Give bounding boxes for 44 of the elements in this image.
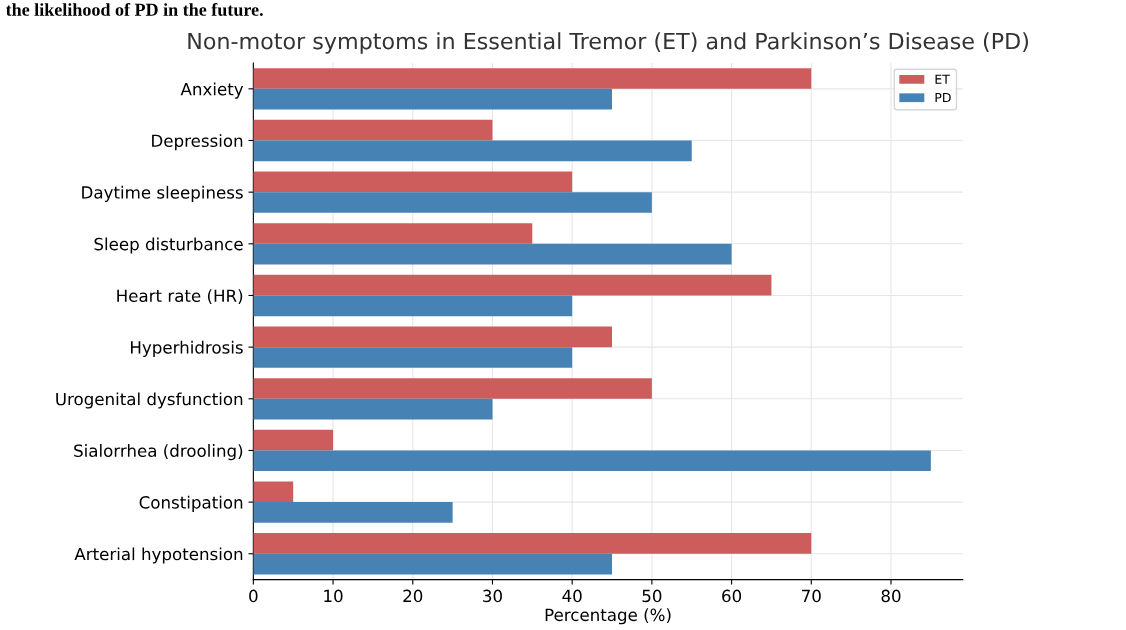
y-tick-label: Daytime sleepiness	[82, 185, 243, 202]
bar	[253, 481, 294, 503]
bar	[253, 243, 732, 265]
x-tick-label: 40	[562, 589, 582, 603]
text: the likelihood of PD in the future.	[5, 2, 263, 16]
x-tick-label: 20	[403, 589, 423, 603]
bar	[253, 223, 533, 244]
bar	[253, 326, 613, 348]
bar	[253, 553, 613, 575]
y-tick-label: Heart rate (HR)	[117, 289, 243, 304]
bar	[253, 295, 573, 317]
bar	[253, 347, 573, 368]
bar	[253, 68, 812, 89]
y-tick-label: Anxiety	[180, 82, 244, 99]
y-tick-label: Hyperhidrosis	[131, 340, 243, 357]
y-tick-label: Depression	[152, 134, 243, 151]
bar	[253, 378, 652, 399]
bar	[253, 192, 652, 213]
bar	[253, 398, 493, 420]
y-tick-label: Sleep disturbance	[94, 237, 243, 254]
bar	[253, 429, 334, 451]
y-tick-label: Urogenital dysfunction	[56, 392, 243, 409]
bar	[253, 274, 772, 296]
x-tick-label: 10	[324, 589, 343, 603]
x-tick-label: 80	[881, 589, 901, 603]
x-tick-label: 70	[802, 589, 821, 603]
x-tick-label: 30	[483, 589, 502, 603]
x-axis-title: Percentage (%)	[545, 608, 671, 625]
y-tick-label: Sialorrhea (drooling)	[74, 444, 243, 461]
bar	[253, 88, 613, 110]
y-tick-label: Constipation	[139, 495, 243, 512]
bar	[253, 171, 573, 193]
x-tick-label: 0	[249, 589, 258, 603]
bar	[253, 140, 692, 162]
bar	[253, 502, 453, 523]
chart-title: Non-motor symptoms in Essential Tremor (ET) and Parkinson’s Disease (PD)	[188, 32, 1028, 54]
legend-label: ET	[935, 74, 950, 84]
bar	[253, 450, 931, 472]
bar	[253, 533, 812, 554]
y-tick-label: Arterial hypotension	[74, 547, 243, 564]
x-tick-label: 50	[642, 589, 662, 603]
legend-label: PD	[935, 92, 951, 103]
x-tick-label: 60	[722, 589, 742, 603]
bar	[253, 119, 493, 141]
